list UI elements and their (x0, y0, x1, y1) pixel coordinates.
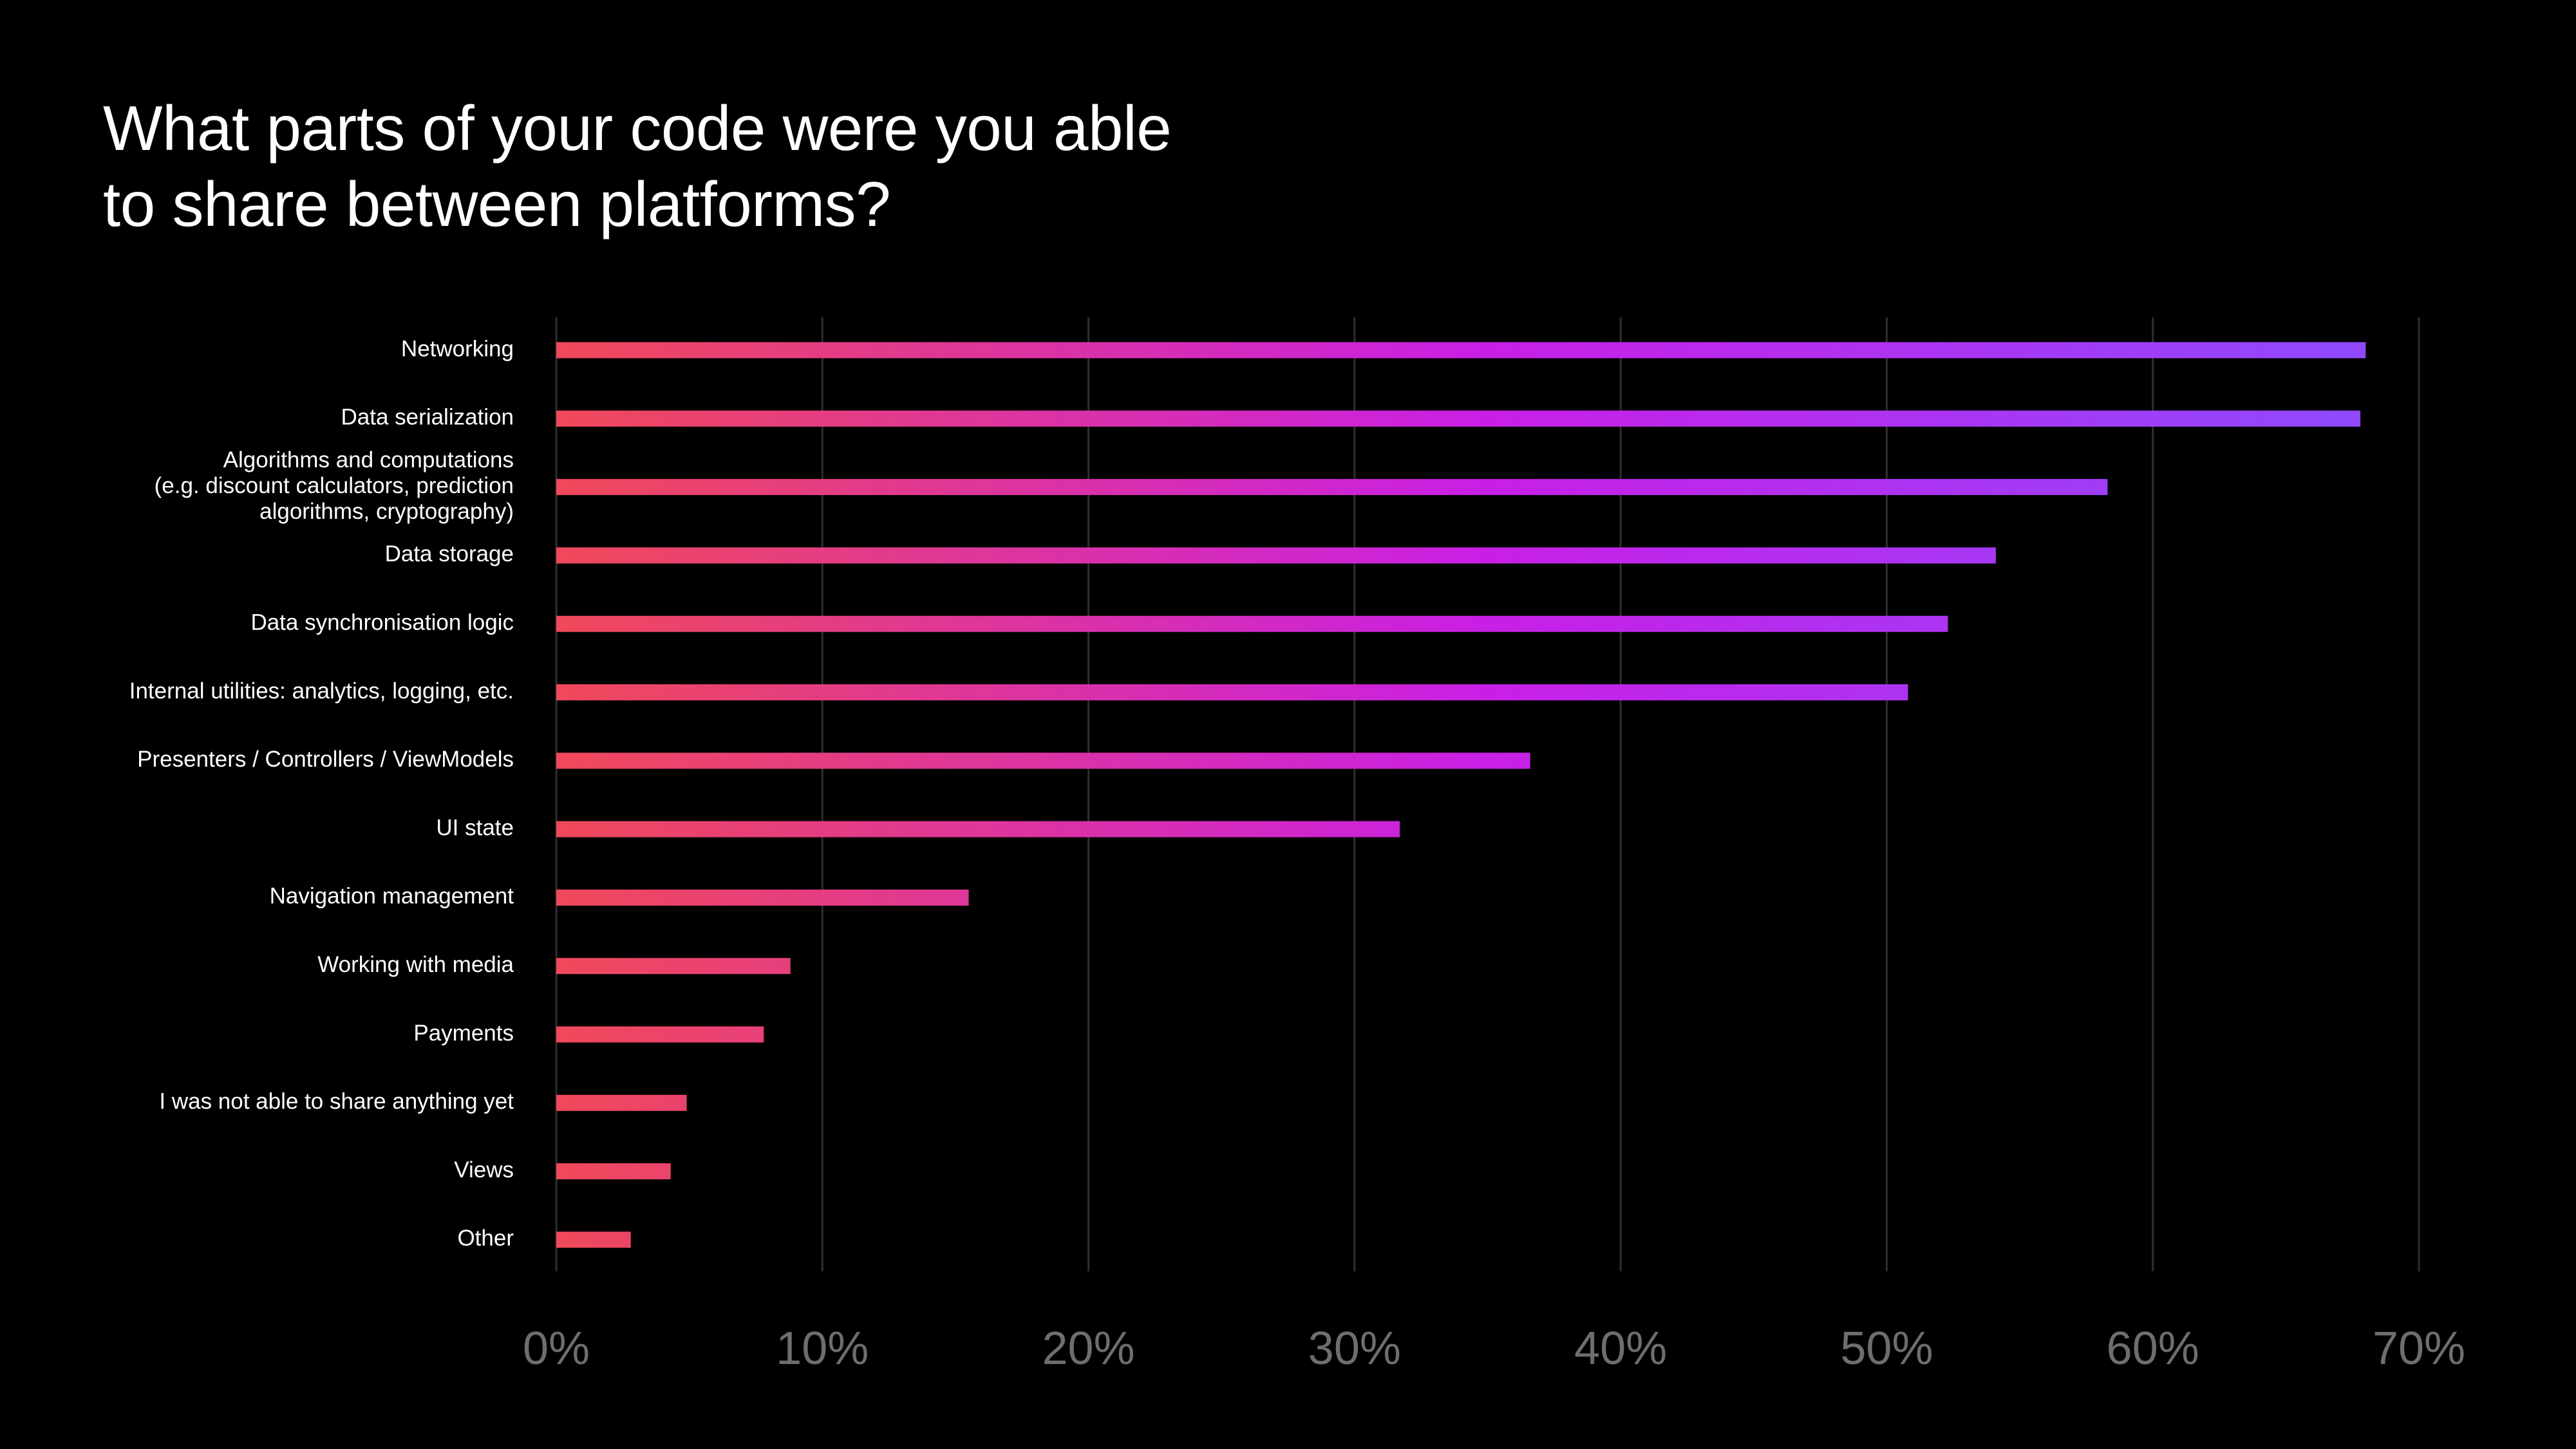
x-axis-tick-labels: 0% 10% 20% 30% 40% 50% 60% 70% (523, 1323, 2465, 1374)
category-label: Other (457, 1226, 514, 1251)
x-tick-label: 20% (1042, 1323, 1135, 1374)
chart-title: What parts of your code were you able to… (103, 90, 1519, 242)
bar (556, 342, 2366, 359)
bar (556, 1231, 631, 1248)
gridlines (555, 317, 2420, 1271)
bar (556, 958, 791, 975)
category-label: Algorithms and computations (223, 447, 514, 472)
chart-title-line-1: What parts of your code were you able (103, 93, 1172, 164)
category-label: Payments (413, 1020, 514, 1045)
bar (556, 547, 1996, 564)
bar (556, 684, 1908, 700)
x-tick-label: 40% (1574, 1323, 1667, 1374)
x-tick-label: 0% (523, 1323, 590, 1374)
bar (556, 479, 2108, 496)
bars (556, 342, 2366, 1248)
bar (556, 410, 2361, 427)
bar (556, 821, 1400, 837)
category-label: Data storage (385, 541, 514, 566)
category-labels: Networking Data serialization Algorithms a… (129, 336, 514, 1251)
category-label: Navigation management (270, 884, 514, 909)
x-tick-label: 50% (1840, 1323, 1933, 1374)
bar (556, 1094, 687, 1111)
category-label: Views (454, 1157, 514, 1183)
chart-title-line-2: to share between platforms? (103, 169, 891, 239)
bar (556, 889, 969, 906)
category-label: UI state (436, 815, 514, 840)
x-tick-label: 60% (2107, 1323, 2199, 1374)
category-label: algorithms, cryptography) (259, 499, 514, 524)
x-tick-label: 30% (1308, 1323, 1401, 1374)
category-label: Working with media (317, 952, 514, 977)
bar (556, 615, 1948, 632)
category-label: I was not able to share anything yet (159, 1089, 514, 1114)
category-label: (e.g. discount calculators, prediction (155, 473, 514, 498)
x-tick-label: 10% (776, 1323, 869, 1374)
category-label: Presenters / Controllers / ViewModels (137, 747, 514, 772)
bar (556, 753, 1530, 769)
x-tick-label: 70% (2373, 1323, 2465, 1374)
category-label: Networking (401, 336, 514, 361)
category-label: Internal utilities: analytics, logging, … (129, 678, 514, 704)
bar (556, 1163, 671, 1180)
bar (556, 1026, 764, 1043)
category-label: Data serialization (341, 405, 514, 430)
category-label: Data synchronisation logic (250, 610, 514, 635)
